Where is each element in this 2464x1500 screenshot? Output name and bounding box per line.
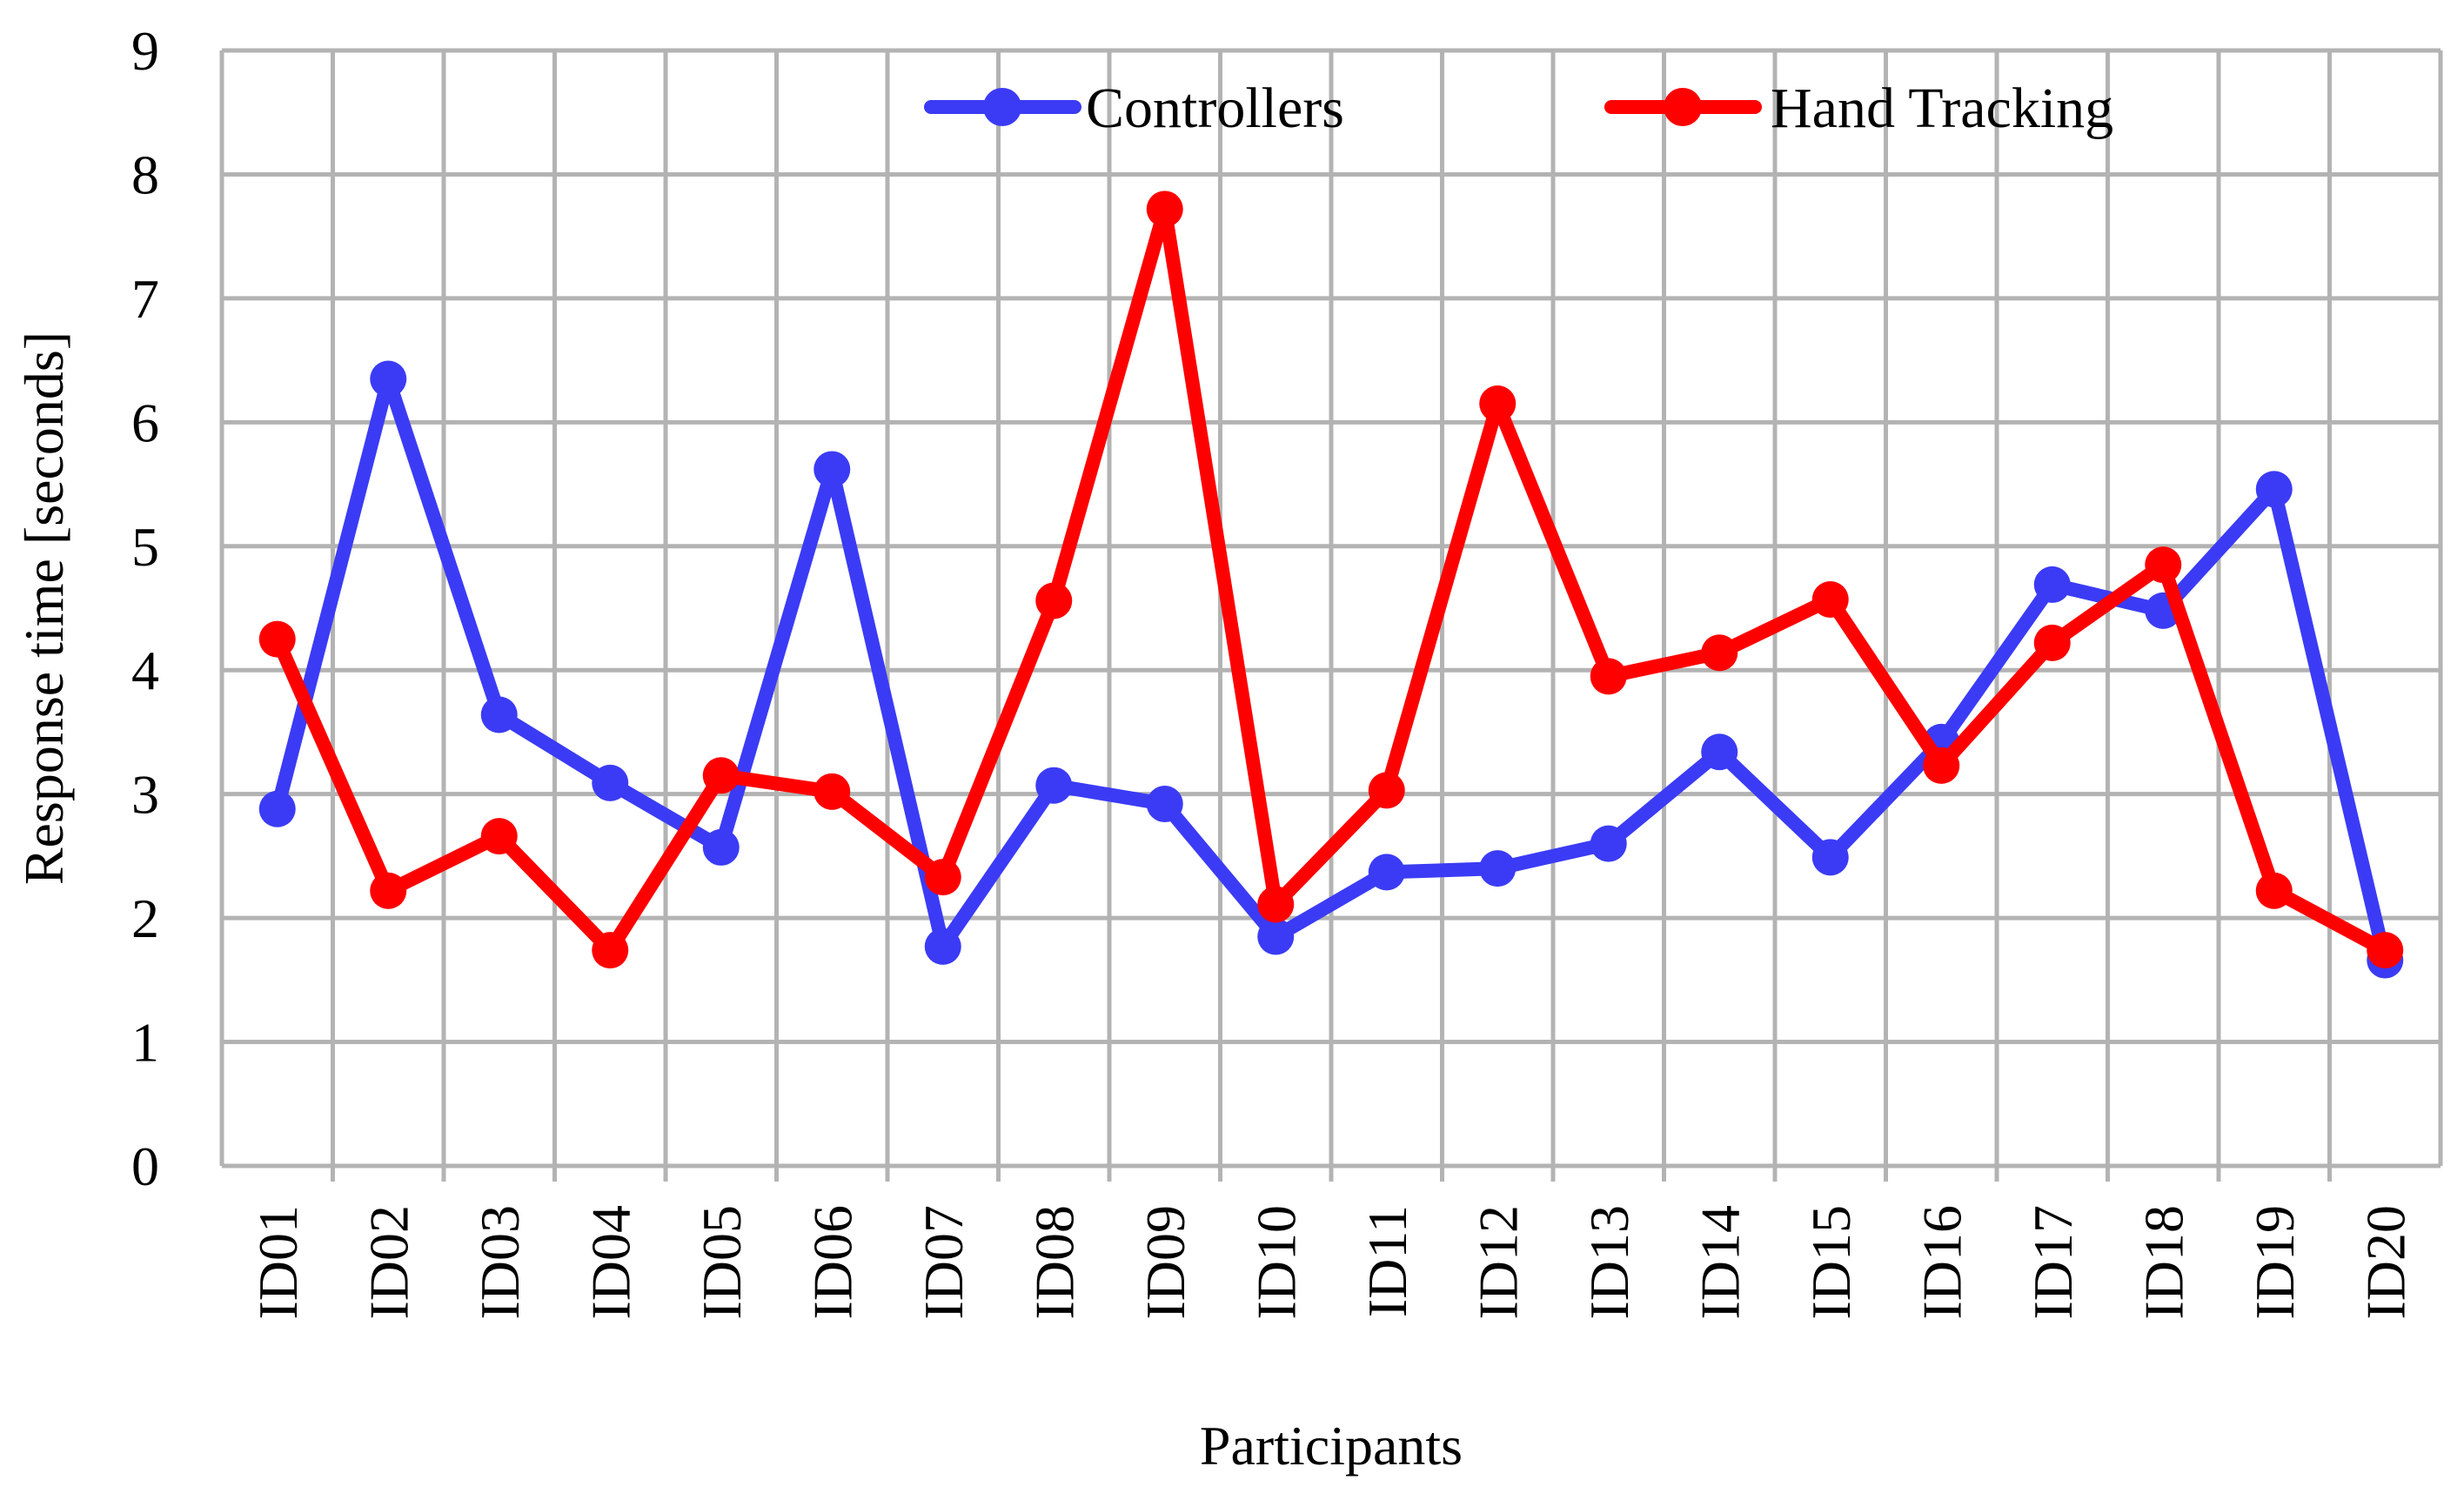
- x-tick-label: ID10: [1245, 1205, 1307, 1320]
- data-point: [1590, 825, 1627, 862]
- data-point: [924, 927, 961, 965]
- x-tick-label: ID13: [1578, 1205, 1640, 1320]
- x-axis-title: Participants: [1200, 1415, 1463, 1477]
- x-tick-label: ID09: [1135, 1205, 1196, 1320]
- x-tick-label: ID19: [2244, 1205, 2306, 1320]
- series-controllers: [258, 360, 2404, 979]
- series-group: [258, 191, 2404, 979]
- data-point: [814, 773, 851, 810]
- series-line: [270, 372, 2393, 968]
- series-hand-tracking: [258, 191, 2404, 969]
- x-tick-label: ID15: [1800, 1205, 1862, 1320]
- data-point: [1035, 582, 1073, 619]
- data-point: [924, 859, 961, 896]
- y-tick-label: 3: [131, 764, 159, 826]
- data-point: [480, 818, 518, 855]
- y-axis-title: Response time [seconds]: [13, 331, 75, 885]
- y-tick-label: 4: [131, 640, 159, 701]
- data-point: [592, 932, 629, 969]
- data-point: [1479, 385, 1517, 422]
- data-point: [1146, 191, 1183, 228]
- y-tick-label: 0: [131, 1135, 159, 1197]
- data-point: [1923, 747, 1960, 784]
- y-tick-label: 2: [131, 887, 159, 949]
- grid: [219, 48, 2443, 1182]
- x-tick-label: ID04: [579, 1205, 641, 1320]
- data-point: [2145, 546, 2182, 584]
- x-axis-ticks: ID01 ID02 ID03 ID04 ID05 ID06 ID07 ID08 ID09 ID10…: [247, 1205, 2417, 1320]
- y-tick-label: 7: [131, 268, 159, 330]
- series-line: [270, 202, 2393, 958]
- legend-swatch-marker: [1664, 88, 1702, 126]
- x-tick-label: ID20: [2354, 1205, 2416, 1320]
- legend-label: Controllers: [1086, 77, 1344, 140]
- x-tick-label: ID16: [1911, 1205, 1972, 1320]
- x-tick-label: ID17: [2022, 1205, 2084, 1320]
- x-tick-label: ID03: [469, 1205, 531, 1320]
- x-tick-label: ID05: [691, 1205, 753, 1320]
- data-point: [1590, 658, 1627, 695]
- data-point: [370, 872, 407, 909]
- data-point: [1035, 767, 1073, 804]
- y-tick-label: 8: [131, 144, 159, 205]
- data-point: [1146, 786, 1183, 823]
- x-tick-label: ID08: [1023, 1205, 1085, 1320]
- data-point: [2255, 471, 2293, 508]
- data-point: [1811, 839, 1849, 876]
- data-point: [592, 764, 629, 801]
- legend-swatch-marker: [983, 88, 1021, 126]
- data-point: [1811, 581, 1849, 619]
- data-point: [1479, 850, 1517, 887]
- y-tick-label: 6: [131, 392, 159, 453]
- data-point: [1701, 733, 1738, 771]
- x-tick-label: ID18: [2133, 1205, 2194, 1320]
- x-tick-label: ID02: [358, 1205, 419, 1320]
- data-point: [702, 757, 740, 794]
- data-point: [814, 451, 851, 488]
- legend-label: Hand Tracking: [1771, 77, 2113, 140]
- y-tick-label: 5: [131, 516, 159, 578]
- data-point: [2255, 872, 2293, 909]
- y-tick-label: 1: [131, 1012, 159, 1074]
- data-point: [1257, 886, 1295, 923]
- data-point: [2033, 624, 2071, 661]
- data-point: [1257, 918, 1295, 955]
- data-point: [480, 696, 518, 733]
- data-point: [1701, 634, 1738, 672]
- x-tick-label: ID12: [1467, 1205, 1529, 1320]
- x-tick-label: ID11: [1356, 1205, 1418, 1317]
- data-point: [370, 360, 407, 398]
- legend-item: Controllers: [924, 77, 1344, 140]
- legend: Controllers Hand Tracking: [924, 77, 2113, 140]
- x-tick-label: ID01: [247, 1205, 309, 1320]
- y-axis-ticks: 0 1 2 3 4 5 6 7 8 9: [131, 20, 159, 1197]
- data-point: [258, 790, 296, 827]
- legend-item: Hand Tracking: [1604, 77, 2113, 140]
- data-point: [2033, 566, 2071, 603]
- x-tick-label: ID06: [801, 1205, 863, 1320]
- data-point: [1368, 772, 1405, 809]
- data-point: [1368, 854, 1405, 891]
- data-point: [2367, 932, 2404, 969]
- y-tick-label: 9: [131, 20, 159, 82]
- data-point: [702, 828, 740, 866]
- x-tick-label: ID14: [1689, 1205, 1751, 1320]
- data-point: [258, 620, 296, 658]
- x-tick-label: ID07: [913, 1205, 974, 1320]
